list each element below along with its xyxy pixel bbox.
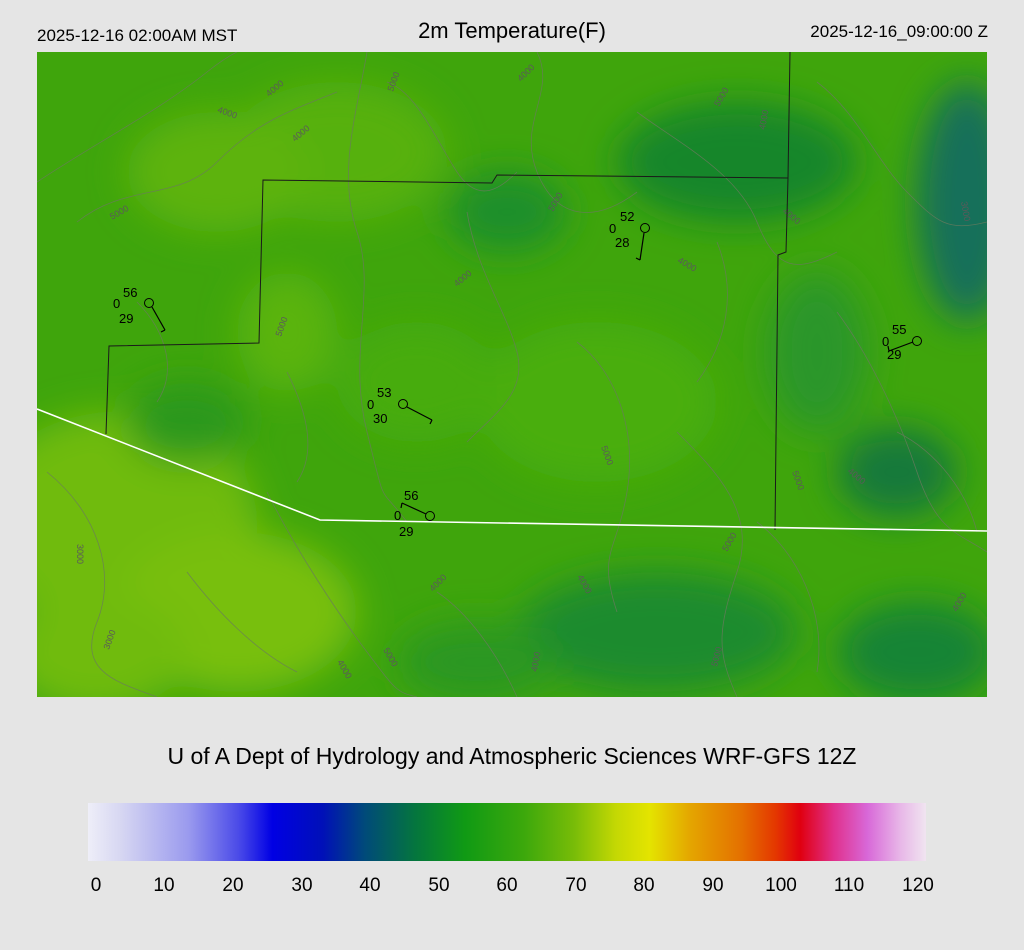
wind-barb-flag	[635, 257, 641, 261]
wind-barb	[406, 406, 433, 421]
county-boundaries	[105, 52, 791, 531]
wind-barb	[151, 306, 166, 331]
wind-barb-flag	[400, 502, 403, 509]
utc-time-label: 2025-12-16_09:00:00 Z	[810, 22, 988, 41]
colorbar-tick: 10	[153, 875, 175, 896]
station-temp: 56	[123, 285, 137, 300]
colorbar-tick: 0	[90, 875, 102, 896]
colorbar-tick: 30	[291, 875, 313, 896]
contour-label: 4000	[529, 651, 542, 672]
station-wind: 0	[367, 397, 374, 412]
colorbar-tick: 120	[902, 875, 934, 896]
colorbar-tick: 20	[222, 875, 244, 896]
contour-label: 3000	[75, 544, 85, 564]
contour-label: 4000	[757, 109, 770, 130]
wind-barb	[401, 502, 427, 515]
station-circle	[640, 223, 650, 233]
station-plot: 53 0 30	[367, 385, 433, 426]
state-border	[37, 408, 987, 532]
wind-barb-flag	[429, 419, 433, 425]
temperature-colorbar	[88, 803, 926, 861]
station-circle	[398, 399, 408, 409]
colorbar-tick: 50	[428, 875, 450, 896]
station-temp: 53	[377, 385, 391, 400]
station-temp: 55	[892, 322, 906, 337]
colorbar-tick: 60	[496, 875, 518, 896]
station-wind: 0	[609, 221, 616, 236]
station-wind: 0	[113, 296, 120, 311]
station-dewpoint: 29	[399, 524, 413, 539]
temperature-map: 4000 4000 4000 5000 4000 5000 5000 4000 …	[37, 52, 987, 697]
contour-label: 3000	[959, 201, 972, 222]
colorbar-ticks: 0 10 20 30 40 50 60 70 80 90 100 110 120	[0, 875, 1024, 901]
station-dewpoint: 30	[373, 411, 387, 426]
station-plot: 56 0 29	[394, 488, 435, 539]
station-temp: 56	[404, 488, 418, 503]
colorbar-tick: 90	[702, 875, 724, 896]
wind-barb	[888, 341, 914, 352]
credit-label: U of A Dept of Hydrology and Atmospheric…	[167, 743, 857, 769]
temperature-shading	[37, 82, 987, 697]
station-wind: 0	[394, 508, 401, 523]
station-dewpoint: 29	[119, 311, 133, 326]
wind-barb-flag	[160, 329, 166, 333]
station-circle	[912, 336, 922, 346]
station-dewpoint: 29	[887, 347, 901, 362]
colorbar-tick: 80	[633, 875, 655, 896]
station-plot: 55 0 29	[882, 322, 922, 362]
station-plot: 52 0 28	[609, 209, 650, 261]
station-circle	[425, 511, 435, 521]
station-circle	[144, 298, 154, 308]
station-wind: 0	[882, 334, 889, 349]
station-temp: 52	[620, 209, 634, 224]
station-plot: 56 0 29	[113, 285, 166, 333]
map-title: 2m Temperature(F)	[418, 18, 606, 43]
station-dewpoint: 28	[615, 235, 629, 250]
colorbar-tick: 40	[359, 875, 381, 896]
terrain-contours	[37, 52, 987, 697]
colorbar-tick: 70	[565, 875, 587, 896]
local-time-label: 2025-12-16 02:00AM MST	[37, 26, 238, 45]
colorbar-tick: 110	[833, 875, 865, 896]
wind-barb	[639, 232, 645, 261]
wind-barb-flag	[887, 345, 890, 352]
colorbar-tick: 100	[765, 875, 797, 896]
